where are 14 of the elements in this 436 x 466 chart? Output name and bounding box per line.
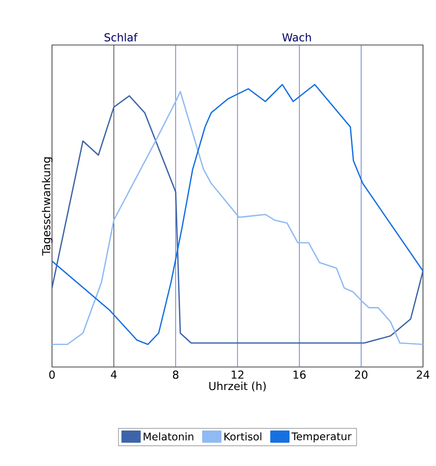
text: Schlaf: [104, 32, 138, 42]
legend-label: Melatonin: [144, 432, 194, 440]
x-tick-label: 16: [294, 370, 306, 379]
x-tick-label: 20: [354, 370, 368, 379]
text: Wach: [282, 32, 311, 42]
legend-label: Temperatur: [291, 432, 352, 442]
x-tick-label: 12: [232, 370, 244, 379]
x-tick-label: 0: [49, 370, 55, 379]
x-axis-title: Uhrzeit (h): [209, 382, 266, 392]
x-tick-label: 4: [110, 370, 117, 379]
legend-label: Kortisol: [224, 432, 262, 440]
x-tick-label: 8: [172, 370, 178, 379]
x-tick-label: 24: [416, 370, 430, 379]
y-axis-title: Tagesschwankung: [42, 157, 52, 256]
